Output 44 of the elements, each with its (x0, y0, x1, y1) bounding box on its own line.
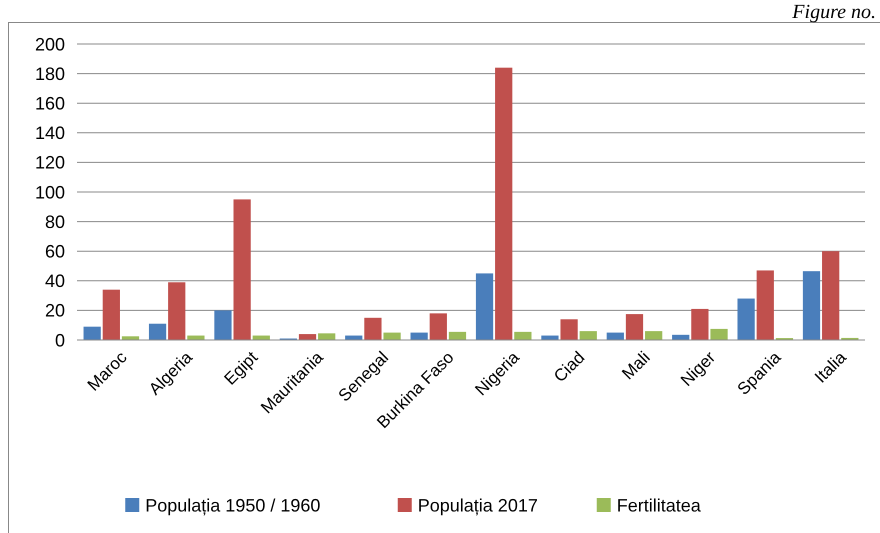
bar (495, 68, 512, 340)
legend-label: Populația 1950 / 1960 (145, 495, 320, 516)
bar (737, 298, 755, 340)
bar (822, 251, 840, 340)
bar (430, 313, 447, 340)
y-tick-label: 80 (44, 212, 65, 232)
y-tick-label: 120 (34, 152, 65, 173)
bar (691, 308, 709, 340)
y-tick-label: 60 (44, 242, 65, 262)
bar (364, 318, 382, 340)
bar (148, 324, 166, 340)
legend-label: Fertilitatea (616, 495, 702, 516)
bar (214, 310, 232, 340)
bar (606, 332, 624, 340)
bar (84, 326, 101, 340)
bar (802, 271, 820, 340)
y-tick-label: 200 (34, 34, 65, 54)
y-tick-label: 20 (44, 300, 65, 321)
bar (514, 332, 532, 340)
bar (233, 199, 251, 340)
bar (560, 319, 578, 340)
bar (756, 270, 774, 340)
bar (448, 332, 466, 340)
y-tick-label: 140 (34, 123, 65, 144)
y-tick-label: 100 (34, 182, 65, 202)
bar (102, 290, 120, 340)
bar (410, 332, 428, 340)
bar (580, 331, 597, 340)
bar (318, 333, 336, 340)
bar (252, 336, 270, 340)
bar (626, 314, 644, 340)
bar (710, 328, 728, 340)
y-tick-label: 180 (34, 64, 65, 84)
bar (383, 332, 401, 340)
bar (168, 282, 186, 340)
text: Figure no. (791, 1, 876, 23)
bar (298, 334, 316, 340)
bar (476, 273, 494, 340)
y-tick-label: 160 (34, 94, 65, 114)
bar (345, 336, 362, 340)
legend-label: Populația 2017 (418, 495, 538, 516)
bar (645, 331, 662, 340)
y-tick-label: 0 (54, 330, 65, 350)
y-tick-label: 40 (44, 271, 65, 292)
